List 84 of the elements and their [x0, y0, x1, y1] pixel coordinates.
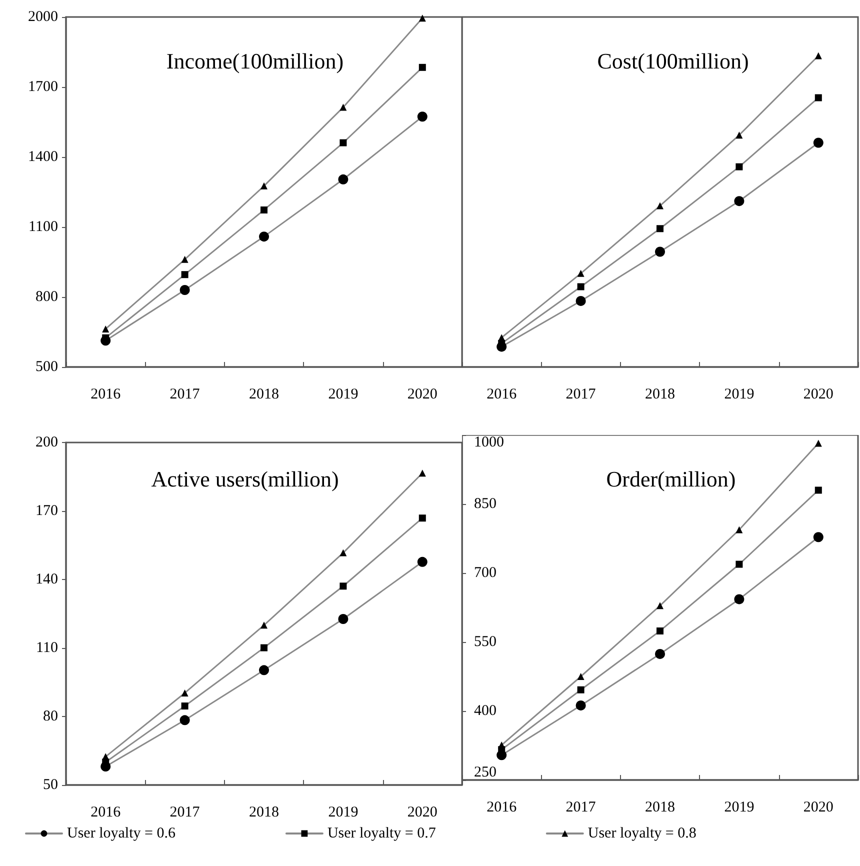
- y-tick-label: 50: [43, 777, 58, 793]
- y-tick-label: 700: [474, 565, 496, 581]
- point: [259, 665, 269, 676]
- legend-label: User loyalty = 0.7: [327, 826, 436, 842]
- x-tick-label: 2018: [249, 386, 279, 402]
- x-tick-label: 2017: [170, 386, 200, 402]
- x-tick-label: 2020: [803, 800, 834, 816]
- x-tick-label: 2020: [407, 804, 438, 820]
- point: [736, 163, 743, 170]
- point: [260, 182, 268, 190]
- point: [734, 196, 744, 206]
- point: [260, 644, 268, 652]
- y-tick-label: 140: [36, 572, 58, 588]
- point: [260, 622, 268, 629]
- y-tick-label: 170: [36, 503, 58, 519]
- y-tick-label: 800: [36, 289, 58, 305]
- point: [181, 702, 188, 710]
- text: Active users(million): [151, 466, 339, 492]
- point: [181, 689, 188, 696]
- point: [498, 334, 506, 342]
- point: [181, 256, 188, 263]
- point: [338, 614, 348, 624]
- x-tick-label: 2016: [90, 804, 122, 820]
- x-tick-label: 2019: [328, 386, 358, 402]
- point: [577, 283, 584, 290]
- y-tick-label: 80: [43, 708, 58, 724]
- point: [417, 112, 428, 122]
- x-tick-label: 2020: [803, 386, 834, 402]
- y-tick-label: 250: [474, 764, 496, 780]
- legend-label: User loyalty = 0.6: [67, 826, 176, 842]
- point: [418, 64, 426, 71]
- text: Order(million): [606, 466, 736, 492]
- point: [181, 271, 188, 278]
- x-tick-label: 2019: [724, 386, 754, 402]
- legend-label: User loyalty = 0.8: [588, 826, 696, 842]
- point: [102, 325, 110, 332]
- y-tick-label: 1700: [28, 79, 58, 95]
- y-tick-label: 1100: [28, 219, 58, 235]
- y-tick-label: 850: [474, 496, 496, 512]
- y-tick-label: 400: [474, 703, 496, 719]
- point: [577, 270, 584, 277]
- point: [340, 139, 347, 146]
- point: [418, 470, 426, 477]
- x-tick-label: 2017: [170, 804, 200, 820]
- point: [736, 132, 743, 139]
- point: [656, 202, 664, 210]
- point: [814, 94, 822, 102]
- text: Cost(100million): [597, 48, 749, 74]
- x-tick-label: 2016: [486, 386, 518, 402]
- point: [180, 285, 190, 295]
- x-tick-label: 2019: [724, 800, 754, 816]
- point: [259, 232, 269, 242]
- point: [260, 206, 268, 214]
- x-tick-label: 2018: [645, 386, 675, 402]
- y-tick-label: 1000: [474, 434, 504, 450]
- point: [418, 514, 426, 522]
- x-tick-label: 2018: [249, 804, 279, 820]
- point: [813, 138, 824, 148]
- x-tick-label: 2016: [486, 800, 518, 816]
- x-tick-label: 2018: [645, 800, 675, 816]
- point: [418, 14, 426, 22]
- y-tick-label: 2000: [28, 9, 58, 25]
- text: Income(100million): [166, 48, 344, 74]
- y-tick-label: 110: [36, 640, 58, 656]
- point: [180, 715, 190, 726]
- y-tick-label: 550: [474, 634, 496, 650]
- y-tick-label: 200: [36, 434, 58, 450]
- point: [340, 104, 347, 111]
- point: [340, 582, 347, 590]
- point: [655, 246, 665, 257]
- point: [102, 753, 110, 760]
- x-tick-label: 2016: [90, 386, 122, 402]
- x-tick-label: 2017: [566, 386, 596, 402]
- x-tick-label: 2017: [566, 800, 596, 816]
- x-tick-label: 2019: [328, 804, 358, 820]
- point: [340, 549, 347, 556]
- y-tick-label: 1400: [28, 149, 58, 165]
- x-tick-label: 2020: [407, 386, 438, 402]
- point: [338, 174, 348, 184]
- y-tick-label: 500: [36, 359, 58, 375]
- point: [417, 556, 428, 567]
- point: [814, 52, 822, 60]
- point: [576, 296, 586, 306]
- point: [656, 225, 664, 232]
